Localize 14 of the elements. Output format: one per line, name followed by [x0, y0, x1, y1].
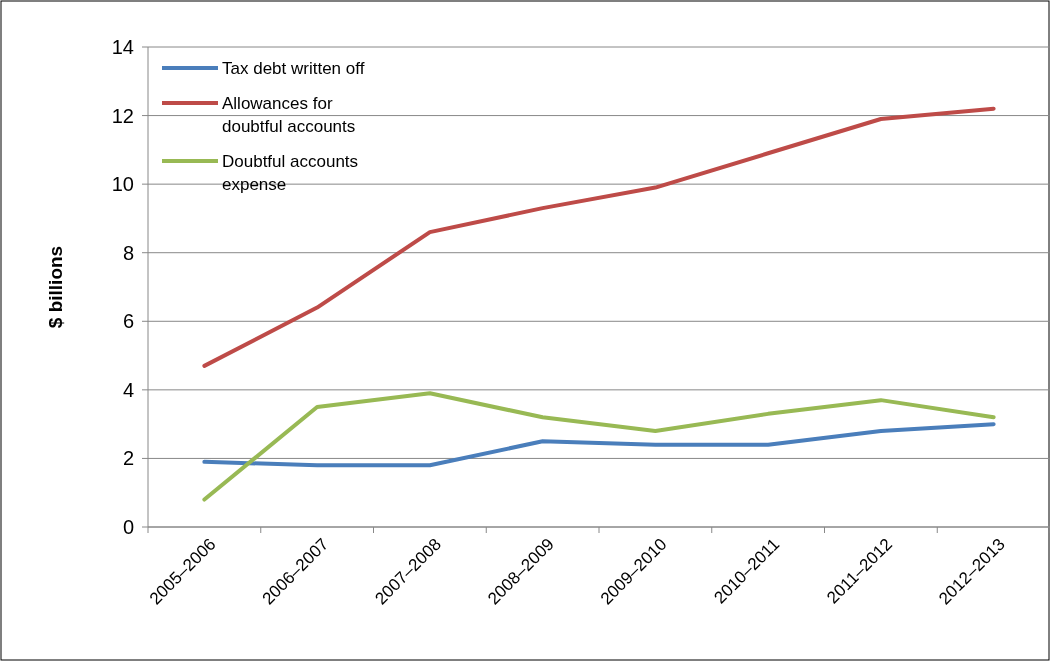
y-tick-label: 12 — [111, 104, 134, 127]
legend-label: Tax debt written off — [222, 59, 365, 78]
y-tick-label: 2 — [122, 447, 134, 470]
legend-label: Allowances for doubtful accounts — [222, 94, 356, 136]
line-series — [202, 391, 996, 502]
y-tick-label: 4 — [122, 378, 134, 401]
line-series — [202, 422, 996, 468]
y-tick-label: 0 — [122, 516, 134, 538]
y-tick-label: 6 — [122, 310, 134, 333]
y-tick-label: 8 — [122, 241, 134, 264]
y-tick-label: 14 — [111, 36, 134, 58]
y-tick-label: 10 — [111, 173, 134, 196]
y-axis-title: $ billions — [45, 245, 66, 329]
legend-label: Doubtful accounts expense — [222, 152, 359, 194]
